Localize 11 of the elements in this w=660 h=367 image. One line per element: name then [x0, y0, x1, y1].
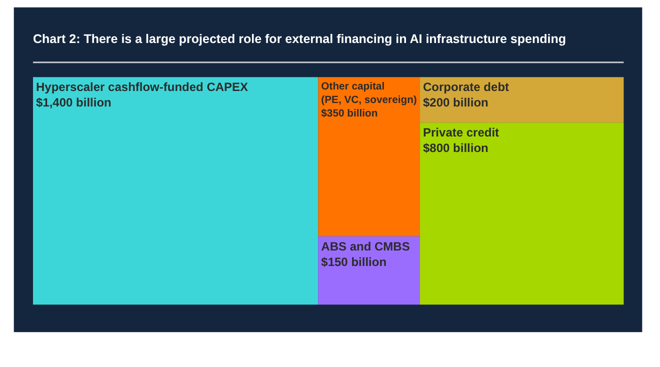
category-label: ABS and CMBS [321, 239, 410, 254]
category-label: Hyperscaler cashflow-funded CAPEX [36, 80, 248, 94]
data-label: $200 billion [423, 96, 488, 110]
category-label: Other capital (PE, VC, sovereign) [321, 82, 417, 106]
text: Chart 2: There is a large projected role for external financing in AI infrastructure spending [33, 32, 566, 46]
data-label: $1,400 billion [36, 96, 112, 110]
category-label: Corporate debt [423, 80, 510, 94]
data-label: $800 billion [423, 141, 488, 156]
data-label: $350 billion [321, 108, 378, 120]
category-label: Private credit [423, 126, 500, 140]
data-label: $150 billion [321, 254, 387, 269]
